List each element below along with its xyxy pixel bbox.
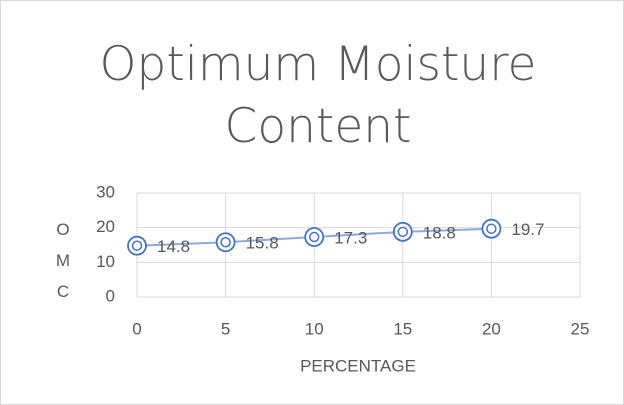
marker bbox=[392, 221, 413, 242]
marker bbox=[481, 218, 502, 239]
x-axis-title: PERCENTAGE bbox=[300, 356, 416, 375]
marker-inner bbox=[131, 240, 143, 251]
marker bbox=[215, 232, 236, 253]
marker-inner bbox=[308, 231, 320, 243]
y-axis-title: OMC bbox=[55, 220, 71, 301]
x-tick-label: 15 bbox=[393, 319, 412, 338]
x-tick-label: 5 bbox=[221, 319, 230, 338]
data-label: 18.8 bbox=[423, 223, 456, 242]
x-tick-label: 10 bbox=[305, 319, 324, 338]
x-tick-label: 0 bbox=[132, 319, 141, 338]
marker bbox=[304, 227, 325, 247]
x-tick-label: 25 bbox=[571, 319, 590, 338]
x-tick-label: 20 bbox=[482, 319, 501, 338]
y-tick-label: 10 bbox=[96, 252, 115, 271]
chart-title: Optimum Moisture Content bbox=[99, 37, 537, 154]
data-label: 17.3 bbox=[334, 229, 367, 248]
marker-inner bbox=[220, 236, 231, 248]
marker bbox=[127, 235, 147, 256]
data-label: 15.8 bbox=[246, 234, 279, 253]
data-label: 14.8 bbox=[157, 237, 190, 256]
marker-inner bbox=[397, 226, 409, 238]
data-label: 19.7 bbox=[511, 220, 544, 239]
y-tick-label: 0 bbox=[106, 286, 115, 305]
marker-inner bbox=[486, 223, 497, 234]
y-tick-label: 20 bbox=[96, 217, 115, 236]
y-tick-label: 30 bbox=[96, 182, 115, 201]
